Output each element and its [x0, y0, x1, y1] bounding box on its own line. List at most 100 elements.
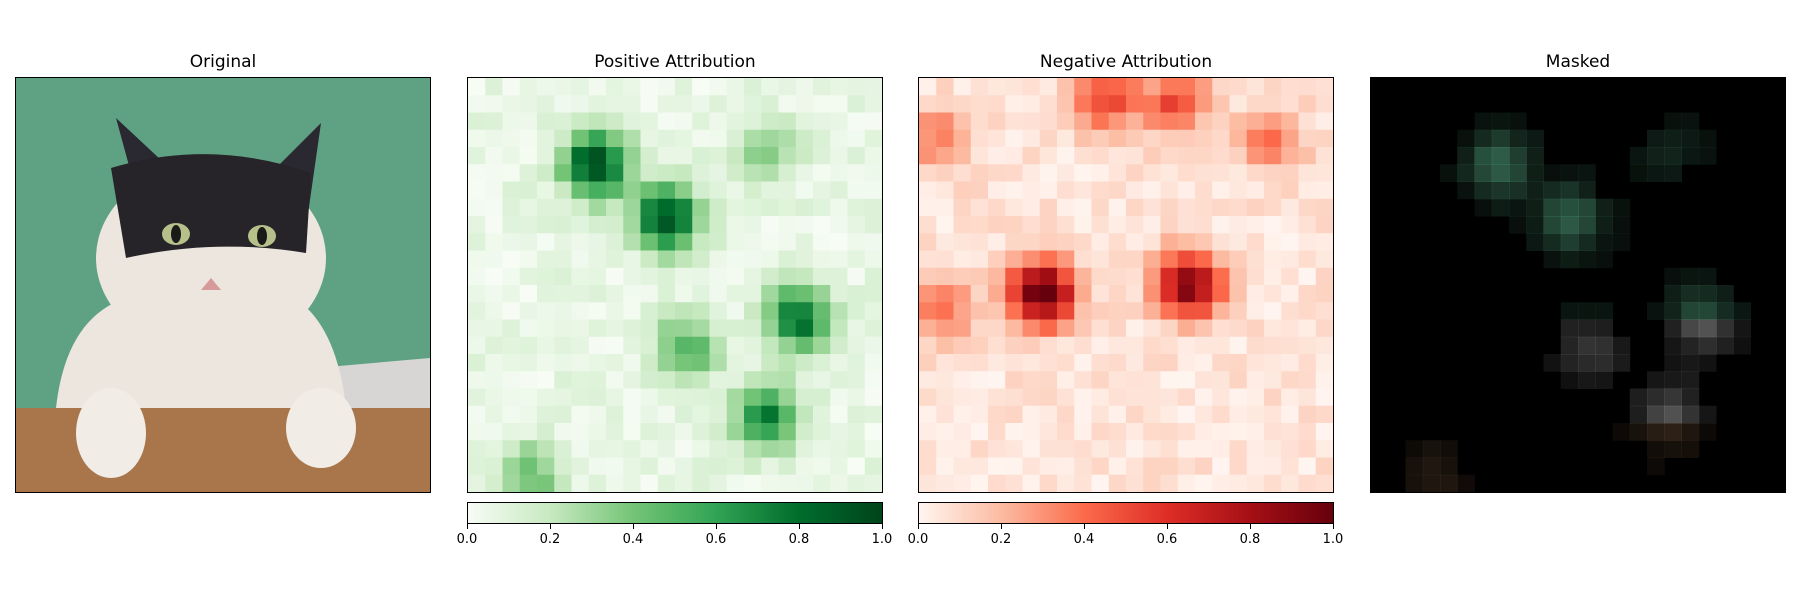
masked-cell: [1543, 233, 1562, 251]
negative-heatmap-cell: [1264, 95, 1282, 113]
masked-cell: [1612, 216, 1631, 234]
positive-heatmap-cell: [744, 112, 762, 131]
negative-heatmap-cell: [1281, 216, 1299, 234]
negative-heatmap-cell: [1057, 147, 1075, 165]
negative-heatmap-cell: [1039, 354, 1058, 372]
positive-heatmap-cell: [830, 336, 848, 355]
positive-heatmap-cell: [709, 95, 728, 113]
positive-heatmap-cell: [675, 336, 693, 355]
positive-heatmap-cell: [571, 129, 590, 148]
positive-heatmap-cell: [485, 285, 503, 303]
negative-heatmap-cell: [919, 371, 937, 389]
masked-cell: [1698, 285, 1717, 303]
negative-heatmap-cell: [1195, 78, 1213, 96]
positive-heatmap-cell: [640, 129, 659, 148]
negative-heatmap-cell: [970, 319, 989, 338]
masked-cell: [1543, 181, 1562, 200]
masked-cell: [1629, 423, 1648, 441]
masked-cell: [1491, 164, 1510, 182]
masked-cell: [1474, 181, 1493, 200]
positive-heatmap-cell: [744, 233, 762, 251]
negative-heatmap-cell: [1298, 233, 1317, 251]
negative-heatmap-cell: [970, 164, 989, 182]
masked-cell: [1664, 423, 1682, 441]
negative-heatmap-cell: [1091, 267, 1110, 286]
negative-heatmap-cell: [919, 457, 937, 476]
negative-heatmap-cell: [1091, 319, 1110, 338]
negative-heatmap-cell: [1074, 267, 1092, 286]
negative-heatmap-cell: [1160, 181, 1179, 200]
positive-heatmap-cell: [847, 95, 866, 113]
positive-heatmap-cell: [519, 216, 538, 234]
masked-cell: [1440, 164, 1458, 182]
positive-heatmap-cell: [709, 147, 728, 165]
positive-heatmap-cell: [606, 354, 624, 372]
negative-heatmap-cell: [1074, 285, 1092, 303]
positive-heatmap-cell: [813, 233, 831, 251]
positive-heatmap-cell: [588, 405, 607, 424]
masked-cell: [1647, 371, 1665, 389]
negative-heatmap-cell: [1126, 440, 1144, 458]
negative-heatmap-cell: [1160, 233, 1179, 251]
negative-heatmap-cell: [1126, 95, 1144, 113]
negative-heatmap-cell: [953, 285, 972, 303]
positive-heatmap-cell: [657, 336, 676, 355]
positive-colorbar-ticks: 0.0 0.2 0.4 0.6 0.8 1.0: [457, 524, 892, 554]
positive-heatmap-cell: [468, 147, 486, 165]
positive-heatmap-cell: [502, 129, 521, 148]
negative-heatmap-cell: [970, 285, 989, 303]
negative-heatmap-cell: [1143, 267, 1161, 286]
negative-heatmap-cell: [1281, 319, 1299, 338]
positive-heatmap-cell: [761, 440, 779, 458]
negative-heatmap-cell: [1108, 302, 1127, 320]
positive-colorbar: [467, 502, 883, 524]
positive-heatmap-cell: [519, 267, 538, 286]
positive-heatmap-cell: [675, 440, 693, 458]
positive-heatmap-cell: [640, 474, 659, 492]
negative-colorbar-tick-label: 0.0: [907, 532, 929, 547]
negative-heatmap-cell: [1246, 354, 1265, 372]
positive-heatmap-cell: [830, 285, 848, 303]
positive-heatmap-cell: [485, 250, 503, 269]
negative-heatmap-cell: [988, 285, 1006, 303]
positive-heatmap-cell: [554, 405, 572, 424]
negative-heatmap-cell: [1246, 285, 1265, 303]
negative-heatmap-cell: [1022, 95, 1041, 113]
positive-heatmap-cell: [709, 285, 728, 303]
positive-heatmap-cell: [847, 147, 866, 165]
negative-heatmap-cell: [1264, 302, 1282, 320]
masked-cell: [1595, 216, 1613, 234]
negative-heatmap-cell: [919, 474, 937, 492]
negative-heatmap-cell: [988, 388, 1006, 407]
negative-heatmap-cell: [1005, 233, 1023, 251]
positive-heatmap-cell: [502, 95, 521, 113]
positive-heatmap-cell: [813, 164, 831, 182]
positive-heatmap-cell: [623, 302, 641, 320]
positive-heatmap-cell: [502, 181, 521, 200]
negative-heatmap-cell: [1005, 198, 1023, 217]
negative-heatmap-cell: [1212, 423, 1230, 441]
positive-heatmap-cell: [468, 285, 486, 303]
negative-heatmap-cell: [1074, 457, 1092, 476]
positive-colorbar-tick-label: 0.8: [788, 532, 810, 547]
positive-heatmap-cell: [537, 95, 555, 113]
negative-heatmap-cell: [1195, 198, 1213, 217]
negative-heatmap-cell: [1298, 336, 1317, 355]
positive-heatmap-cell: [675, 164, 693, 182]
positive-heatmap-cell: [830, 181, 848, 200]
positive-heatmap-cell: [502, 302, 521, 320]
positive-heatmap-cell: [744, 319, 762, 338]
negative-heatmap-cell: [970, 78, 989, 96]
negative-heatmap-cell: [1315, 267, 1333, 286]
negative-heatmap-cell: [1143, 164, 1161, 182]
negative-heatmap-cell: [1264, 354, 1282, 372]
negative-heatmap-cell: [1264, 233, 1282, 251]
positive-heatmap-cell: [795, 181, 814, 200]
positive-heatmap-cell: [864, 302, 882, 320]
positive-heatmap-cell: [502, 147, 521, 165]
positive-heatmap-cell: [519, 164, 538, 182]
negative-heatmap-cell: [1195, 388, 1213, 407]
positive-colorbar-tick-label: 0.2: [539, 532, 561, 547]
positive-heatmap-cell: [744, 285, 762, 303]
negative-heatmap-cell: [936, 181, 954, 200]
